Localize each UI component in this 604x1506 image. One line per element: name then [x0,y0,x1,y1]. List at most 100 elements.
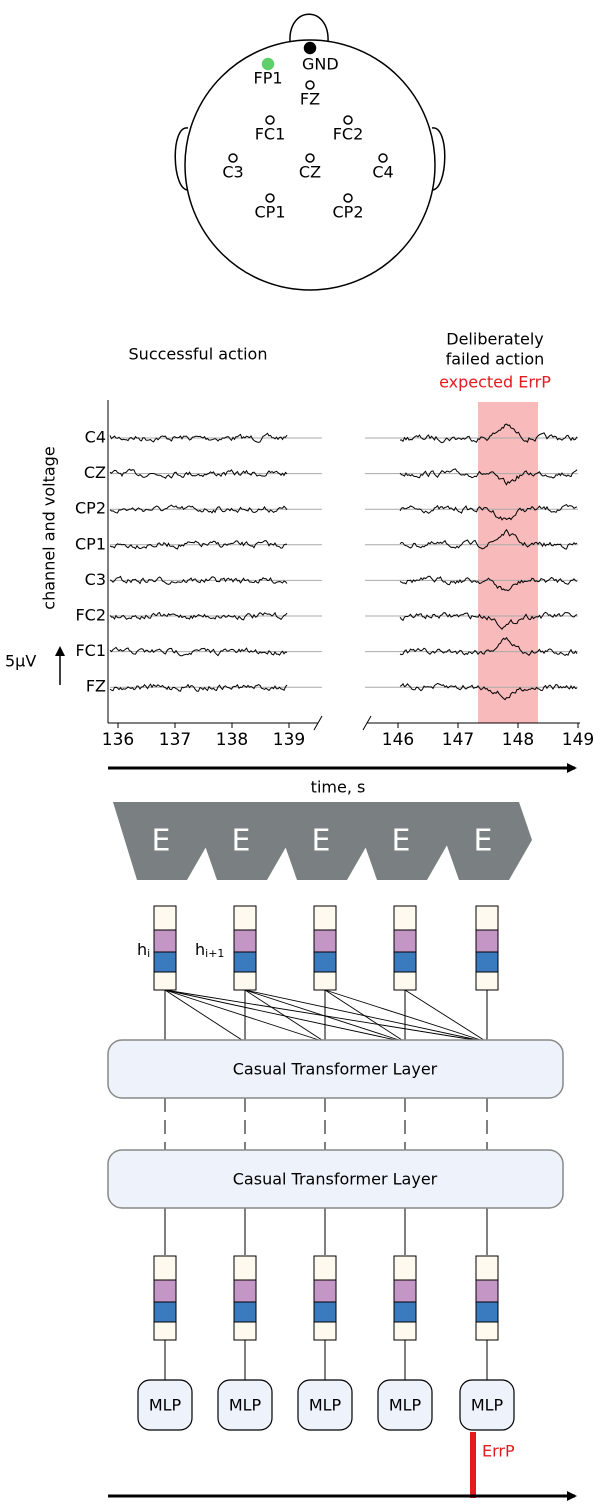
head [184,39,436,291]
token-segment [313,1255,337,1281]
token-segment [153,1279,177,1303]
token-segment [475,1321,499,1341]
layer-label: Casual Transformer Layer [233,1060,438,1079]
tick-label: 146 [382,730,414,750]
electrode-label: CP1 [255,203,286,222]
channel-label: FC1 [75,641,106,660]
token-segment [313,971,337,991]
token-segment [393,1255,417,1281]
attention [324,989,488,1043]
hidden-label-base: h [195,940,205,959]
token-segment [475,951,499,973]
encoder [432,802,532,880]
electrode-label: CP2 [333,203,364,222]
channel-label: CZ [84,463,106,482]
electrode [305,80,315,90]
token-segment [393,1321,417,1341]
annotation: expected ErrP [439,373,551,392]
electrode-label: C3 [222,163,243,182]
token-segment [313,1321,337,1341]
channel-label: C4 [85,428,106,447]
token-segment [475,1301,499,1323]
token-segment [233,971,257,991]
tick-label: 149 [562,730,594,750]
hidden-label: hi [137,940,150,961]
token-segment [233,905,257,931]
mlp [459,1379,515,1431]
mlp [217,1379,273,1431]
electrode [228,153,238,163]
electrode [305,153,315,163]
token-segment [153,1301,177,1323]
tick-label: 137 [159,730,191,750]
mlp [137,1379,193,1431]
eeg-trace [399,528,578,550]
encoder-label: E [152,824,171,859]
electrode-label: C4 [372,163,393,182]
encoder [350,802,450,880]
electrode-label: FZ [300,90,320,109]
token-segment [475,1255,499,1281]
token-segment [393,1279,417,1303]
electrode-label: FC1 [255,125,286,144]
mlp-label: MLP [309,1396,342,1415]
token-segment [153,951,177,973]
attention [244,989,488,1043]
scale-label: 5µV [5,652,36,671]
encoder [113,802,210,880]
transformer-layer [107,1039,564,1099]
encoder-label: E [392,824,411,859]
channel-label: C3 [85,570,106,589]
mlp-label: MLP [229,1396,262,1415]
encoder-label: E [312,824,331,859]
token-segment [313,929,337,953]
electrode-label: FC2 [333,125,364,144]
encoder [190,802,290,880]
token-segment [153,1321,177,1341]
hidden-label-sub: i [147,947,150,960]
panel-title: failed action [446,350,545,369]
electrode [343,193,353,203]
token-segment [313,1301,337,1323]
eeg-trace [399,682,578,701]
eeg-trace [399,423,578,444]
mlp [297,1379,353,1431]
token-segment [313,905,337,931]
attention [404,989,488,1043]
encoder [270,802,370,880]
eeg-trace [109,611,288,621]
electrode-label: FP1 [253,69,282,88]
token-segment [313,951,337,973]
electrode [343,115,353,125]
eeg-trace [399,468,578,486]
token-segment [475,905,499,931]
errp-window [478,402,538,723]
encoder-label: E [474,824,493,859]
electrode [303,41,317,55]
panel-title: Deliberately [446,330,543,349]
channel-label: FZ [86,677,106,696]
eeg-trace [109,683,288,692]
token-segment [233,951,257,973]
tick-label: 148 [502,730,534,750]
encoder-label: E [232,824,251,859]
token-segment [233,929,257,953]
token-segment [153,1255,177,1281]
electrode-label: CZ [299,163,321,182]
token-segment [233,1321,257,1341]
mlp-label: MLP [149,1396,182,1415]
electrode [378,153,388,163]
token-segment [393,951,417,973]
token-segment [153,971,177,991]
tick-label: 136 [102,730,134,750]
token-segment [393,971,417,991]
attention [164,989,246,1043]
tick-label: 139 [273,730,305,750]
y-axis-label: channel and voltage [40,446,59,609]
eeg-trace [109,646,288,657]
tick-label: 147 [442,730,474,750]
electrode [261,57,275,71]
token-segment [475,971,499,991]
hidden-label: hi+1 [195,940,224,961]
